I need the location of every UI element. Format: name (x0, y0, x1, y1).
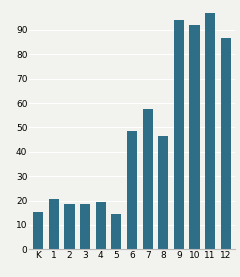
Bar (221, 39, 231, 249)
Bar (174, 20, 184, 249)
Bar (111, 214, 121, 249)
Bar (64, 204, 75, 249)
Bar (143, 109, 153, 249)
Bar (33, 212, 43, 249)
Bar (158, 136, 168, 249)
Bar (189, 25, 200, 249)
Bar (80, 204, 90, 249)
Bar (127, 131, 137, 249)
Bar (49, 199, 59, 249)
Bar (205, 13, 215, 249)
Bar (96, 202, 106, 249)
